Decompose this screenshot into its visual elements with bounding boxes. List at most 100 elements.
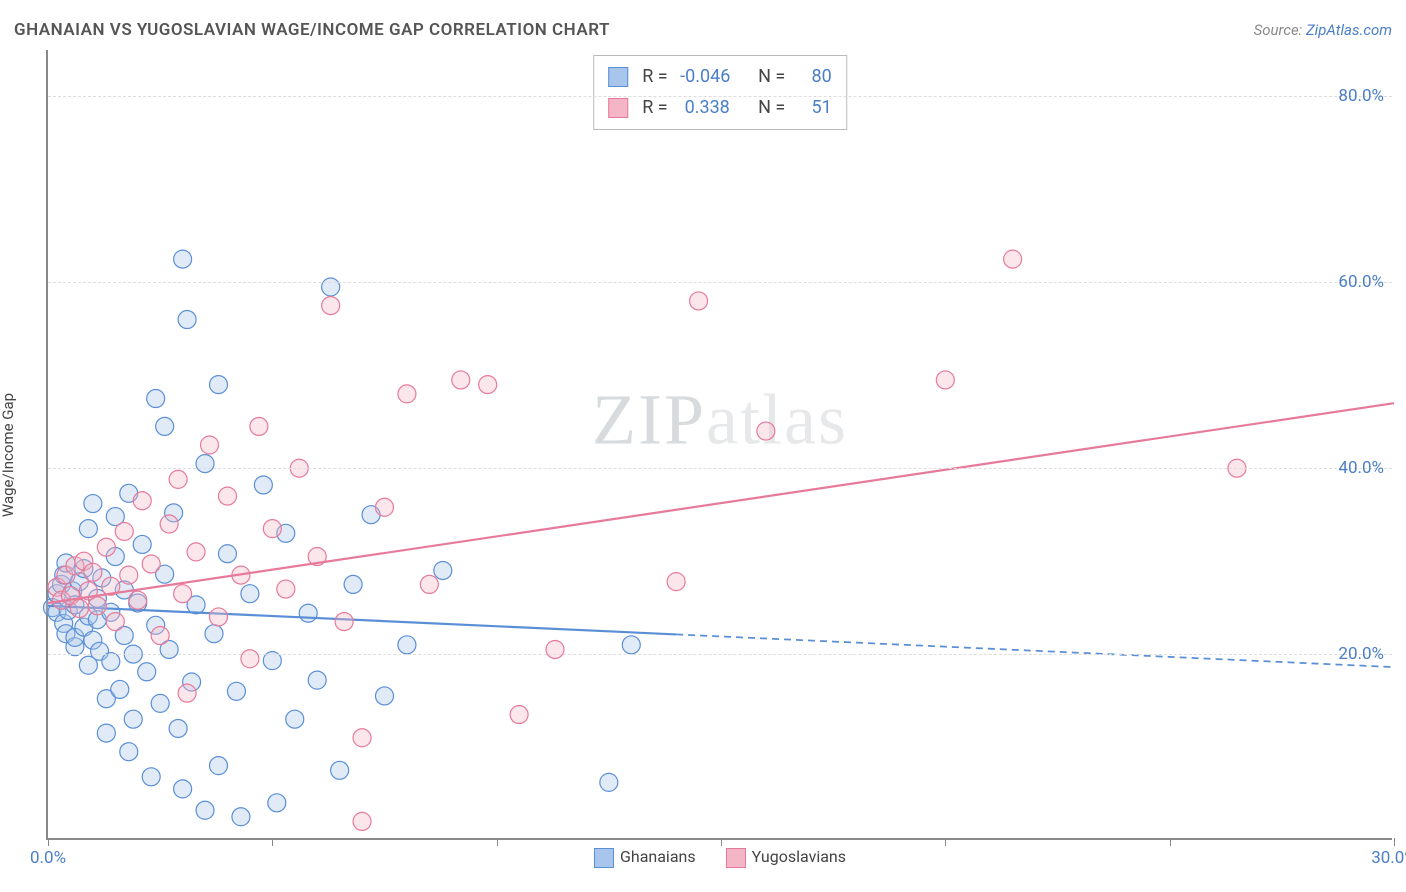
scatter-point (178, 311, 196, 329)
scatter-point (232, 808, 250, 826)
scatter-point (398, 385, 416, 403)
scatter-point (268, 794, 286, 812)
scatter-point (102, 653, 120, 671)
scatter-point (178, 684, 196, 702)
scatter-point (201, 436, 219, 454)
scatter-point (227, 682, 245, 700)
scatter-point (120, 743, 138, 761)
scatter-point (376, 498, 394, 516)
source-link[interactable]: ZipAtlas.com (1306, 21, 1392, 39)
scatter-point (97, 538, 115, 556)
scatter-point (147, 390, 165, 408)
y-tick-label: 80.0% (1338, 86, 1384, 106)
y-tick-label: 60.0% (1338, 272, 1384, 292)
x-tick (945, 838, 946, 846)
header-row: GHANAIAN VS YUGOSLAVIAN WAGE/INCOME GAP … (14, 20, 1392, 40)
gridline-h (48, 468, 1392, 469)
scatter-point (622, 636, 640, 654)
scatter-point (241, 585, 259, 603)
scatter-point (434, 561, 452, 579)
scatter-point (250, 417, 268, 435)
scatter-point (277, 580, 295, 598)
scatter-point (174, 250, 192, 268)
scatter-point (353, 729, 371, 747)
trend-line (48, 606, 676, 635)
scatter-point (546, 640, 564, 658)
scatter-point (263, 520, 281, 538)
scatter-point (299, 604, 317, 622)
scatter-point (124, 710, 142, 728)
gridline-h (48, 282, 1392, 283)
y-axis-label: Wage/Income Gap (0, 393, 17, 517)
scatter-point (205, 625, 223, 643)
scatter-point (322, 297, 340, 315)
scatter-point (757, 422, 775, 440)
scatter-point (420, 575, 438, 593)
r-value: -0.046 (680, 62, 750, 93)
scatter-point (169, 719, 187, 737)
scatter-point (187, 543, 205, 561)
scatter-point (254, 476, 272, 494)
source-prefix: Source: (1254, 21, 1306, 39)
x-tick (1394, 838, 1395, 846)
scatter-point (510, 706, 528, 724)
x-tick-label: 30.0% (1371, 848, 1406, 868)
scatter-point (151, 694, 169, 712)
x-tick (272, 838, 273, 846)
scatter-point (241, 650, 259, 668)
trend-line (48, 403, 1394, 603)
source-attribution: Source: ZipAtlas.com (1254, 21, 1392, 39)
scatter-point (322, 278, 340, 296)
legend-label: Ghanaians (620, 847, 696, 866)
scatter-point (133, 492, 151, 510)
r-label: R = (642, 62, 672, 93)
scatter-point (106, 613, 124, 631)
scatter-point (667, 573, 685, 591)
scatter-point (335, 613, 353, 631)
scatter-point (174, 585, 192, 603)
chart-title: GHANAIAN VS YUGOSLAVIAN WAGE/INCOME GAP … (14, 20, 610, 40)
scatter-point (160, 515, 178, 533)
gridline-h (48, 654, 1392, 655)
scatter-point (398, 636, 416, 654)
scatter-point (97, 724, 115, 742)
scatter-point (115, 522, 133, 540)
scatter-point (308, 671, 326, 689)
correlation-legend: R = -0.046N = 80R = 0.338N = 51 (593, 55, 847, 130)
scatter-point (196, 801, 214, 819)
scatter-point (133, 535, 151, 553)
scatter-point (79, 520, 97, 538)
scatter-point (376, 687, 394, 705)
x-tick (497, 838, 498, 846)
scatter-point (142, 555, 160, 573)
scatter-point (600, 773, 618, 791)
y-tick-label: 40.0% (1338, 458, 1384, 478)
scatter-point (344, 575, 362, 593)
scatter-point (353, 812, 371, 830)
scatter-point (690, 292, 708, 310)
scatter-point (218, 487, 236, 505)
scatter-point (331, 761, 349, 779)
scatter-point (88, 597, 106, 615)
x-tick (1170, 838, 1171, 846)
scatter-svg (48, 50, 1392, 838)
scatter-point (169, 470, 187, 488)
legend-swatch (608, 98, 628, 118)
scatter-point (479, 376, 497, 394)
x-tick-label: 0.0% (30, 848, 66, 868)
legend-item: Ghanaians (594, 847, 696, 868)
legend-label: Yugoslavians (752, 847, 846, 866)
y-tick-label: 20.0% (1338, 644, 1384, 664)
scatter-point (209, 757, 227, 775)
scatter-point (84, 563, 102, 581)
gridline-h (48, 96, 1392, 97)
scatter-point (218, 545, 236, 563)
scatter-point (286, 710, 304, 728)
legend-swatch (594, 848, 614, 868)
legend-item: Yugoslavians (726, 847, 846, 868)
scatter-point (70, 600, 88, 618)
scatter-point (129, 591, 147, 609)
scatter-point (142, 768, 160, 786)
n-label: N = (758, 62, 790, 93)
scatter-point (120, 566, 138, 584)
